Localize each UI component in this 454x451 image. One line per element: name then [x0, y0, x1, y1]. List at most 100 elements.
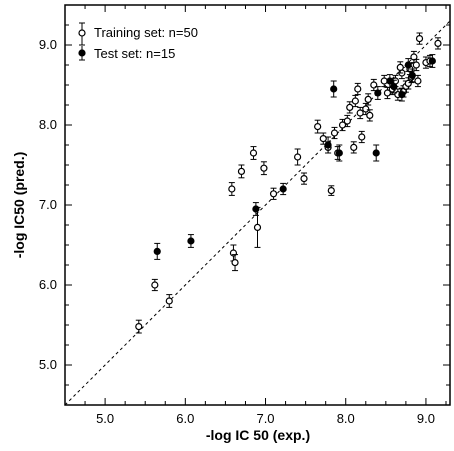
training-marker	[253, 223, 262, 231]
training-marker	[346, 103, 354, 112]
training-point	[364, 93, 372, 106]
training-point	[350, 141, 358, 154]
training-point	[370, 78, 378, 92]
training-point	[260, 161, 268, 176]
training-marker	[356, 109, 364, 117]
training-point	[165, 294, 173, 308]
test-point	[390, 79, 398, 94]
training-point	[151, 278, 159, 292]
training-point	[269, 187, 278, 200]
training-point	[366, 109, 374, 122]
training-point	[354, 82, 362, 96]
training-point	[228, 182, 236, 196]
training-marker	[351, 97, 359, 105]
test-marker	[279, 185, 287, 193]
y-axis-label: -log IC50 (pred.)	[11, 152, 27, 259]
training-marker	[330, 129, 339, 137]
test-point	[386, 74, 394, 88]
data-points	[135, 32, 442, 334]
training-marker	[358, 133, 366, 141]
training-point	[434, 37, 442, 50]
legend-entry-test: Test set: n=15	[94, 46, 175, 61]
training-marker	[165, 297, 173, 305]
test-point	[324, 136, 332, 154]
training-marker	[237, 167, 246, 175]
training-marker	[354, 85, 362, 93]
training-point	[327, 185, 335, 196]
test-point	[153, 242, 161, 260]
training-marker	[343, 117, 351, 125]
training-marker	[327, 187, 335, 195]
x-axis-label: -log IC 50 (exp.)	[206, 427, 310, 443]
test-marker	[187, 237, 195, 245]
legend-entry-training: Training set: n=50	[94, 25, 198, 40]
test-marker	[330, 85, 338, 93]
training-marker	[364, 95, 372, 104]
axis-ticks: 5.0 6.0 7.0 8.0 9.0 5.0 6.0 7.0 8.0 9.0	[39, 4, 450, 426]
test-point	[252, 202, 260, 216]
training-marker	[300, 175, 308, 183]
training-point	[135, 319, 143, 334]
training-marker	[410, 53, 418, 61]
test-point	[398, 87, 406, 102]
training-point	[231, 254, 239, 272]
test-marker	[428, 57, 436, 65]
test-marker	[386, 77, 394, 85]
training-marker	[412, 61, 420, 69]
y-tick-label: 6.0	[39, 277, 57, 292]
x-tick-label: 9.0	[417, 411, 435, 426]
test-point	[428, 54, 436, 68]
training-marker	[249, 149, 258, 157]
training-marker	[319, 135, 327, 143]
training-point	[356, 106, 364, 120]
training-marker	[414, 77, 422, 85]
training-marker	[228, 185, 236, 193]
training-point	[338, 118, 347, 132]
test-marker	[398, 90, 406, 99]
y-tick-label: 9.0	[39, 37, 57, 52]
training-marker	[151, 281, 159, 289]
training-point	[383, 86, 392, 100]
training-point	[358, 130, 366, 144]
test-marker	[252, 205, 260, 213]
training-marker	[135, 323, 143, 331]
test-point	[372, 144, 380, 162]
training-marker	[362, 105, 370, 113]
test-point	[404, 58, 412, 72]
y-tick-label: 8.0	[39, 117, 57, 132]
training-point	[253, 206, 262, 248]
training-marker	[314, 122, 322, 131]
x-tick-label: 8.0	[337, 411, 355, 426]
y-tick-label: 5.0	[39, 357, 57, 372]
training-marker	[383, 89, 392, 97]
training-point	[415, 32, 424, 45]
training-marker	[366, 111, 374, 120]
test-point	[187, 234, 195, 248]
training-marker	[434, 39, 442, 48]
training-point	[314, 119, 322, 134]
test-marker	[335, 149, 343, 157]
training-marker	[260, 164, 268, 172]
training-marker	[396, 63, 404, 72]
training-point	[300, 172, 308, 185]
test-marker	[153, 247, 161, 255]
training-marker	[231, 259, 239, 267]
training-point	[330, 126, 339, 140]
training-marker	[415, 34, 424, 43]
training-point	[410, 50, 418, 64]
training-point	[343, 114, 351, 128]
training-point	[249, 146, 258, 160]
test-marker	[390, 82, 398, 91]
training-marker	[338, 121, 347, 129]
training-point	[414, 74, 422, 88]
test-marker	[404, 61, 412, 69]
test-point	[335, 144, 343, 162]
training-point	[237, 164, 246, 179]
legend-marker-training	[78, 29, 86, 37]
x-tick-label: 7.0	[256, 411, 274, 426]
training-marker	[269, 190, 278, 198]
x-tick-label: 5.0	[96, 411, 114, 426]
test-marker	[372, 149, 380, 157]
training-point	[396, 61, 404, 74]
